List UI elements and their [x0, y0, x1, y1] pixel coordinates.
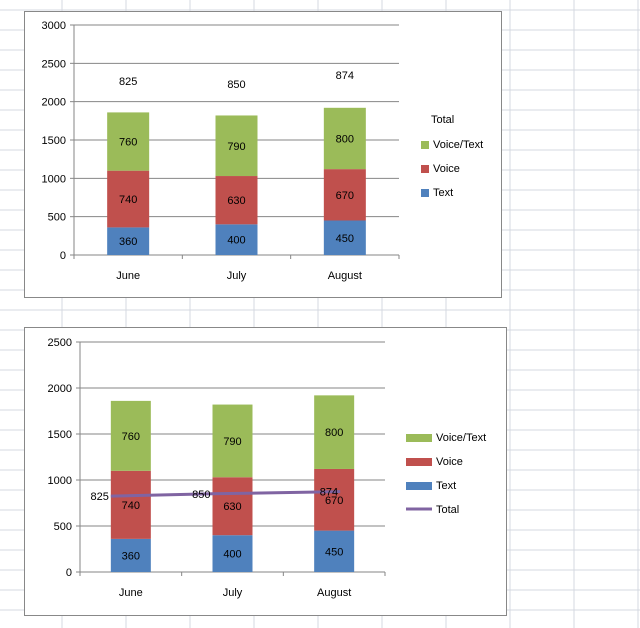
c2-bar-voice-june — [110, 470, 151, 539]
c2-bar-text-june — [110, 538, 151, 572]
c2-bar-voice-july — [212, 477, 253, 536]
c1-data-label: 630 — [227, 195, 245, 207]
c2-x-tick-label: July — [223, 587, 243, 599]
c1-total-label: 825 — [119, 76, 137, 88]
chart-stacked-totals-above[interactable]: 0 500 1000 1500 2000 2500 3000 360 740 760 June 400… — [24, 11, 502, 298]
c2-y-tick-label: 2000 — [48, 383, 72, 395]
c1-bar-voice-august — [323, 169, 366, 221]
c2-legend-swatch — [406, 434, 432, 442]
c1-x-tick-label: July — [227, 270, 247, 282]
c1-x-tick-label: August — [328, 270, 362, 282]
c1-legend-swatch — [421, 189, 429, 197]
chart1-canvas: 0 500 1000 1500 2000 2500 3000 360 740 760 June 400… — [42, 20, 484, 282]
c1-data-label: 790 — [227, 141, 245, 153]
c1-y-tick-label: 500 — [48, 212, 66, 224]
c1-y-tick-label: 1000 — [42, 173, 66, 185]
c2-legend-swatch — [406, 482, 432, 490]
c2-legend-item: Voice — [436, 456, 463, 468]
c2-y-tick-label: 500 — [54, 521, 72, 533]
c1-y-tick-label: 0 — [60, 250, 66, 262]
c1-y-tick-label: 1500 — [42, 135, 66, 147]
c2-bar-text-july — [212, 535, 253, 572]
c2-data-label: 630 — [223, 501, 241, 513]
c1-bar-text-june — [107, 227, 150, 255]
chart2-canvas: 0 500 1000 1500 2000 2500 360 740 760 June 400 630 7… — [48, 337, 487, 599]
c2-data-label: 760 — [122, 431, 140, 443]
c1-y-tick-label: 2500 — [42, 58, 66, 70]
c1-y-tick-label: 3000 — [42, 20, 66, 32]
c2-data-label: 790 — [223, 436, 241, 448]
c1-bar-text-july — [215, 224, 258, 255]
c1-bar-voice-text-august — [323, 107, 366, 170]
c2-y-tick-label: 0 — [66, 567, 72, 579]
c2-y-tick-label: 2500 — [48, 337, 72, 349]
c1-legend-swatch — [421, 165, 429, 173]
c1-data-label: 740 — [119, 194, 137, 206]
c1-data-label: 450 — [336, 233, 354, 245]
c1-total-label: 874 — [336, 70, 354, 82]
c2-total-label: 825 — [90, 491, 108, 503]
c1-data-label: 670 — [336, 190, 354, 202]
c2-data-label: 670 — [325, 495, 343, 507]
c2-y-tick-label: 1500 — [48, 429, 72, 441]
c1-legend-title: Total — [431, 114, 454, 126]
c2-bar-voice-text-june — [110, 400, 151, 471]
c1-data-label: 800 — [336, 133, 354, 145]
c2-legend-item: Text — [436, 480, 456, 492]
c1-legend-item: Voice — [433, 163, 460, 175]
c2-total-label: 850 — [192, 489, 210, 501]
c1-data-label: 400 — [227, 235, 245, 247]
c1-total-label: 850 — [227, 79, 245, 91]
c1-bar-voice-july — [215, 176, 258, 225]
c2-legend-item: Voice/Text — [436, 432, 486, 444]
c1-bar-text-august — [323, 220, 366, 255]
c2-data-label: 740 — [122, 500, 140, 512]
c2-total-line — [110, 490, 341, 498]
c2-legend-swatch — [406, 458, 432, 466]
c1-bar-voice-text-july — [215, 115, 258, 177]
c2-data-label: 400 — [223, 549, 241, 561]
c1-legend-item: Voice/Text — [433, 139, 483, 151]
c2-bar-voice-text-july — [212, 404, 253, 478]
c1-data-label: 760 — [119, 137, 137, 149]
c2-data-label: 450 — [325, 546, 343, 558]
c2-legend-item: Total — [436, 504, 459, 516]
c2-bar-text-august — [314, 530, 355, 572]
c2-bar-voice-august — [314, 468, 355, 531]
c1-bar-voice-text-june — [107, 112, 150, 171]
c2-bar-voice-text-august — [314, 395, 355, 469]
c1-x-tick-label: June — [116, 270, 140, 282]
c1-bar-voice-june — [107, 170, 150, 228]
c2-x-tick-label: August — [317, 587, 351, 599]
c2-y-tick-label: 1000 — [48, 475, 72, 487]
c1-data-label: 360 — [119, 236, 137, 248]
c2-total-label: 874 — [320, 487, 338, 499]
c2-data-label: 360 — [122, 550, 140, 562]
c2-x-tick-label: June — [119, 587, 143, 599]
c1-legend-item: Text — [433, 187, 453, 199]
c1-legend-swatch — [421, 141, 429, 149]
c2-data-label: 800 — [325, 427, 343, 439]
chart-stacked-total-line[interactable]: 0 500 1000 1500 2000 2500 360 740 760 June 400 630 7… — [24, 327, 507, 616]
c1-y-tick-label: 2000 — [42, 97, 66, 109]
